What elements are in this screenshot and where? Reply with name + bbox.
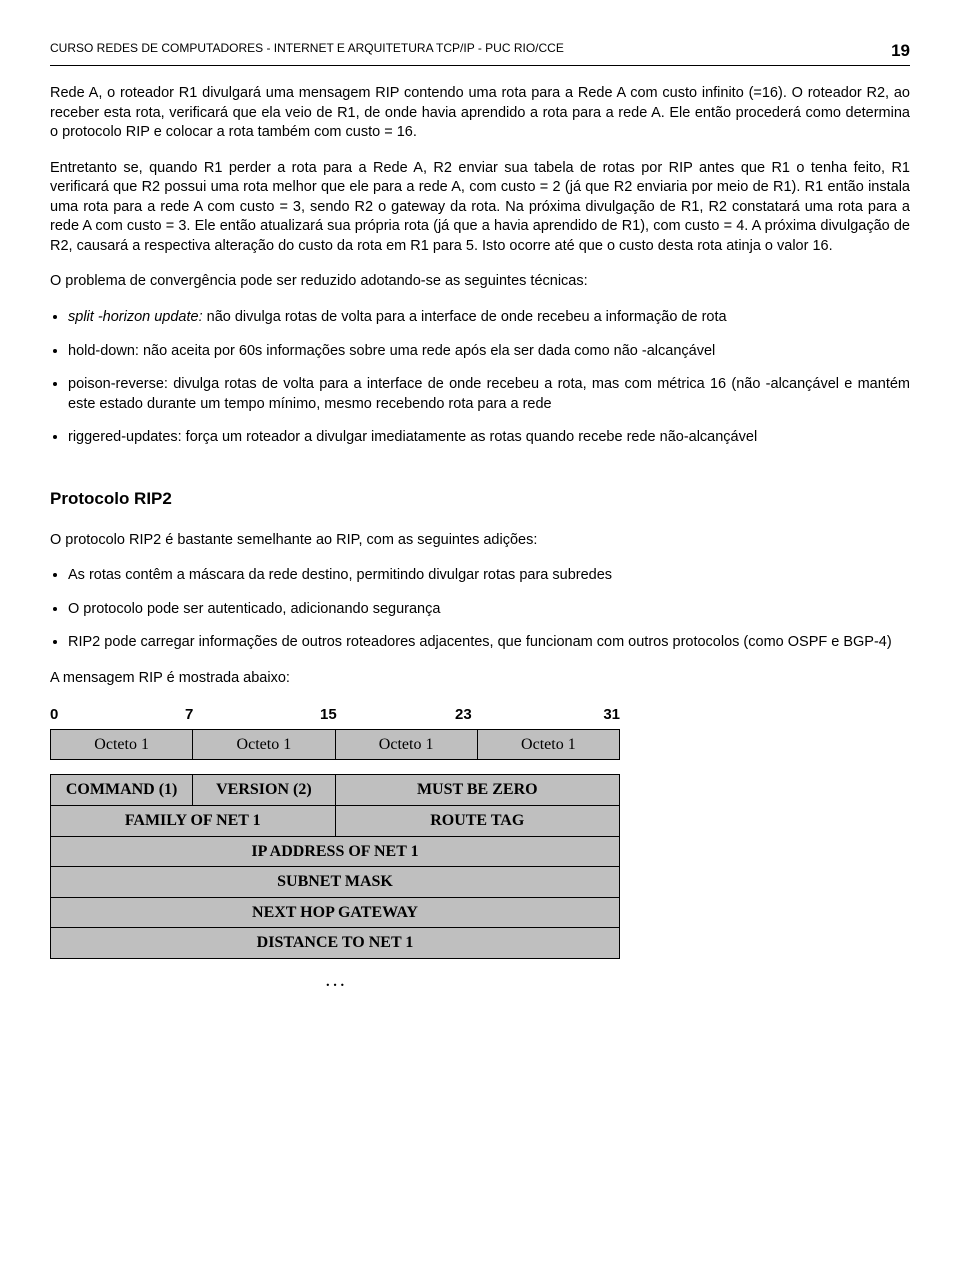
table-cell: COMMAND (1) (51, 775, 193, 806)
list-item: split -horizon update: não divulga rotas… (68, 308, 910, 328)
table-cell: Octeto 1 (51, 729, 193, 760)
bit-label: 23 (455, 705, 590, 725)
bit-label: 0 (50, 705, 185, 725)
list-item: As rotas contêm a máscara da rede destin… (68, 566, 910, 586)
list-item: riggered-updates: força um roteador a di… (68, 428, 910, 448)
techniques-list: split -horizon update: não divulga rotas… (50, 308, 910, 448)
paragraph-5: A mensagem RIP é mostrada abaixo: (50, 669, 910, 689)
list-item: poison-reverse: divulga rotas de volta p… (68, 375, 910, 414)
table-cell: SUBNET MASK (51, 867, 620, 898)
table-cell: Octeto 1 (477, 729, 619, 760)
ellipsis: . . . (50, 973, 620, 993)
section-title: Protocolo RIP2 (50, 488, 910, 511)
table-cell: NEXT HOP GATEWAY (51, 897, 620, 928)
table-cell: Octeto 1 (335, 729, 477, 760)
table-cell: FAMILY OF NET 1 (51, 806, 336, 837)
paragraph-4: O protocolo RIP2 é bastante semelhante a… (50, 531, 910, 551)
bit-label: 7 (185, 705, 320, 725)
list-item: O protocolo pode ser autenticado, adicio… (68, 600, 910, 620)
bit-label: 31 (590, 705, 620, 725)
table-cell: VERSION (2) (193, 775, 335, 806)
bit-ruler: 0 7 15 23 31 (50, 705, 620, 725)
paragraph-3: O problema de convergência pode ser redu… (50, 272, 910, 292)
table-cell: DISTANCE TO NET 1 (51, 928, 620, 959)
page-header: CURSO REDES DE COMPUTADORES - INTERNET E… (50, 40, 910, 66)
bullet-lead: split -horizon update: (68, 309, 203, 325)
rip-message-table: COMMAND (1) VERSION (2) MUST BE ZERO FAM… (50, 774, 620, 959)
bit-label: 15 (320, 705, 455, 725)
bullet-text: riggered-updates: força um roteador a di… (68, 429, 757, 445)
bullet-text: hold-down: não aceita por 60s informaçõe… (68, 343, 715, 359)
list-item: hold-down: não aceita por 60s informaçõe… (68, 342, 910, 362)
list-item: RIP2 pode carregar informações de outros… (68, 633, 910, 653)
page-number: 19 (891, 40, 910, 63)
table-cell: MUST BE ZERO (335, 775, 620, 806)
table-cell: Octeto 1 (193, 729, 335, 760)
paragraph-1: Rede A, o roteador R1 divulgará uma mens… (50, 84, 910, 143)
table-cell: ROUTE TAG (335, 806, 620, 837)
additions-list: As rotas contêm a máscara da rede destin… (50, 566, 910, 653)
bullet-text: poison-reverse: divulga rotas de volta p… (68, 376, 910, 412)
bullet-text: não divulga rotas de volta para a interf… (203, 309, 727, 325)
octet-table: Octeto 1 Octeto 1 Octeto 1 Octeto 1 (50, 729, 620, 761)
table-cell: IP ADDRESS OF NET 1 (51, 836, 620, 867)
course-title: CURSO REDES DE COMPUTADORES - INTERNET E… (50, 40, 564, 63)
paragraph-2: Entretanto se, quando R1 perder a rota p… (50, 159, 910, 257)
